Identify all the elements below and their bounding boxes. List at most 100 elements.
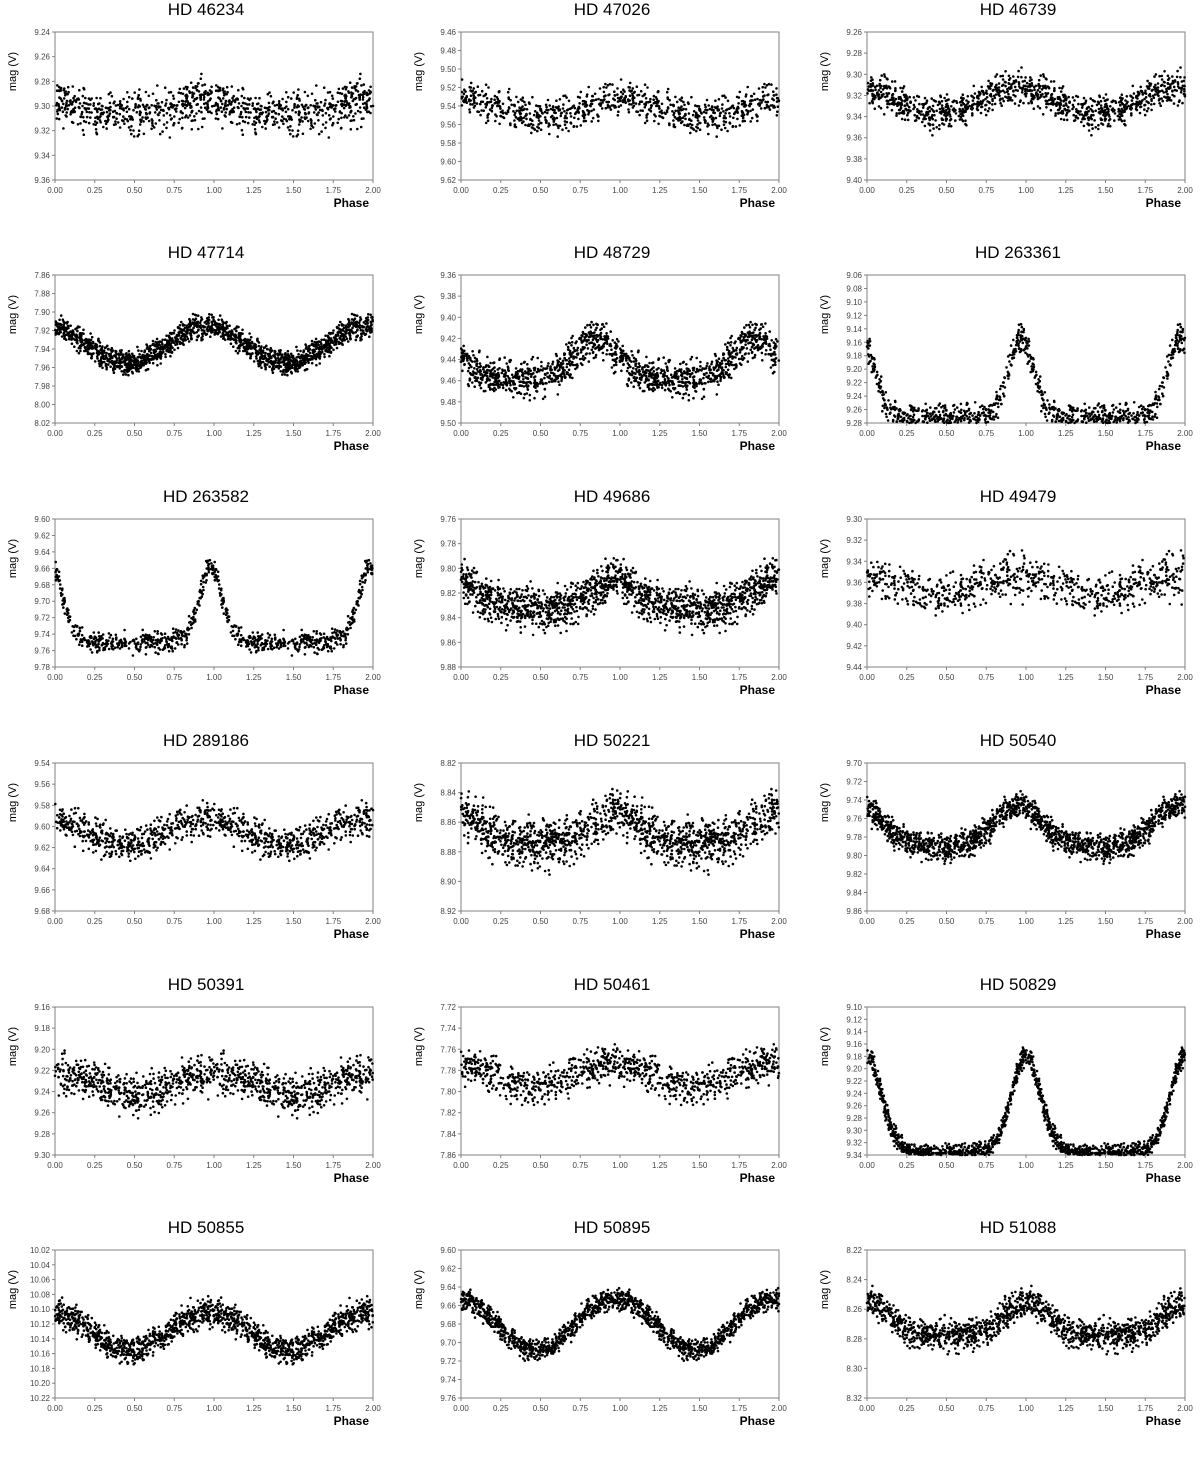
data-point [946,111,949,114]
data-point [1053,80,1056,83]
data-point [265,115,268,118]
data-point [311,92,314,95]
data-point [152,92,155,95]
data-point [687,101,690,104]
data-point [646,119,649,122]
data-point [657,123,660,126]
data-point [105,366,108,369]
data-point [140,350,143,353]
data-point [348,114,351,117]
data-point [74,328,77,331]
data-point [310,124,313,127]
data-point [178,118,181,121]
data-point [761,86,764,89]
data-point [102,126,105,129]
data-point [360,126,363,129]
data-point [105,127,108,130]
data-point [497,98,500,101]
data-point [727,357,730,360]
y-tick-label: 9.34 [846,113,862,122]
data-point [259,360,262,363]
data-point [564,115,567,118]
data-point [66,108,69,111]
x-tick-label: 2.00 [365,186,381,195]
data-point [1031,84,1034,87]
data-point [1039,74,1042,77]
data-point [362,103,365,106]
data-point [962,93,965,96]
data-point [1029,79,1032,82]
x-tick-label: 1.00 [1018,186,1034,195]
data-point [1080,121,1083,124]
data-point [922,104,925,107]
data-point [119,100,122,103]
data-point [353,98,356,101]
data-point [236,123,239,126]
data-point [247,111,250,114]
data-point [906,99,909,102]
data-point [645,356,648,359]
data-point [1077,103,1080,106]
data-point [108,353,111,356]
data-point [536,130,539,133]
data-point [67,86,70,89]
data-point [663,112,666,115]
data-point [681,378,684,381]
data-point [255,133,258,136]
x-tick-label: 0.00 [47,186,63,195]
data-point [905,108,908,111]
data-point [272,371,275,374]
data-point [148,347,151,350]
data-point [235,342,238,345]
data-point [217,323,220,326]
data-point [154,341,157,344]
data-point [56,110,59,113]
x-tick-label: 1.25 [652,429,668,438]
data-point [1100,110,1103,113]
data-points [460,321,780,402]
data-point [520,98,523,101]
data-point [71,331,74,334]
data-point [1024,88,1027,91]
data-point [187,338,190,341]
data-point [263,120,266,123]
data-point [136,370,139,373]
data-point [925,111,928,114]
data-point [166,342,169,345]
data-point [988,101,991,104]
data-point [582,110,585,113]
data-point [871,100,874,103]
data-point [291,367,294,370]
data-point [1121,115,1124,118]
data-point [727,100,730,103]
data-point [287,96,290,99]
data-point [342,337,345,340]
data-point [244,108,247,111]
data-point [698,108,701,111]
data-point [570,115,573,118]
data-point [1022,102,1025,105]
x-tick-label: 1.75 [325,186,341,195]
data-point [932,127,935,130]
data-point [271,102,274,105]
data-point [344,330,347,333]
data-point [1058,102,1061,105]
data-point [533,114,536,117]
data-point [148,362,151,365]
data-point [230,342,233,345]
data-point [276,104,279,107]
data-point [156,355,159,358]
data-point [85,108,88,111]
data-point [157,106,160,109]
data-point [719,115,722,118]
data-point [314,344,317,347]
data-point [331,95,334,98]
data-point [225,100,228,103]
data-point [980,103,983,106]
data-point [652,98,655,101]
data-point [318,340,321,343]
data-point [253,120,256,123]
data-point [81,105,84,108]
data-point [63,334,66,337]
data-point [285,111,288,114]
